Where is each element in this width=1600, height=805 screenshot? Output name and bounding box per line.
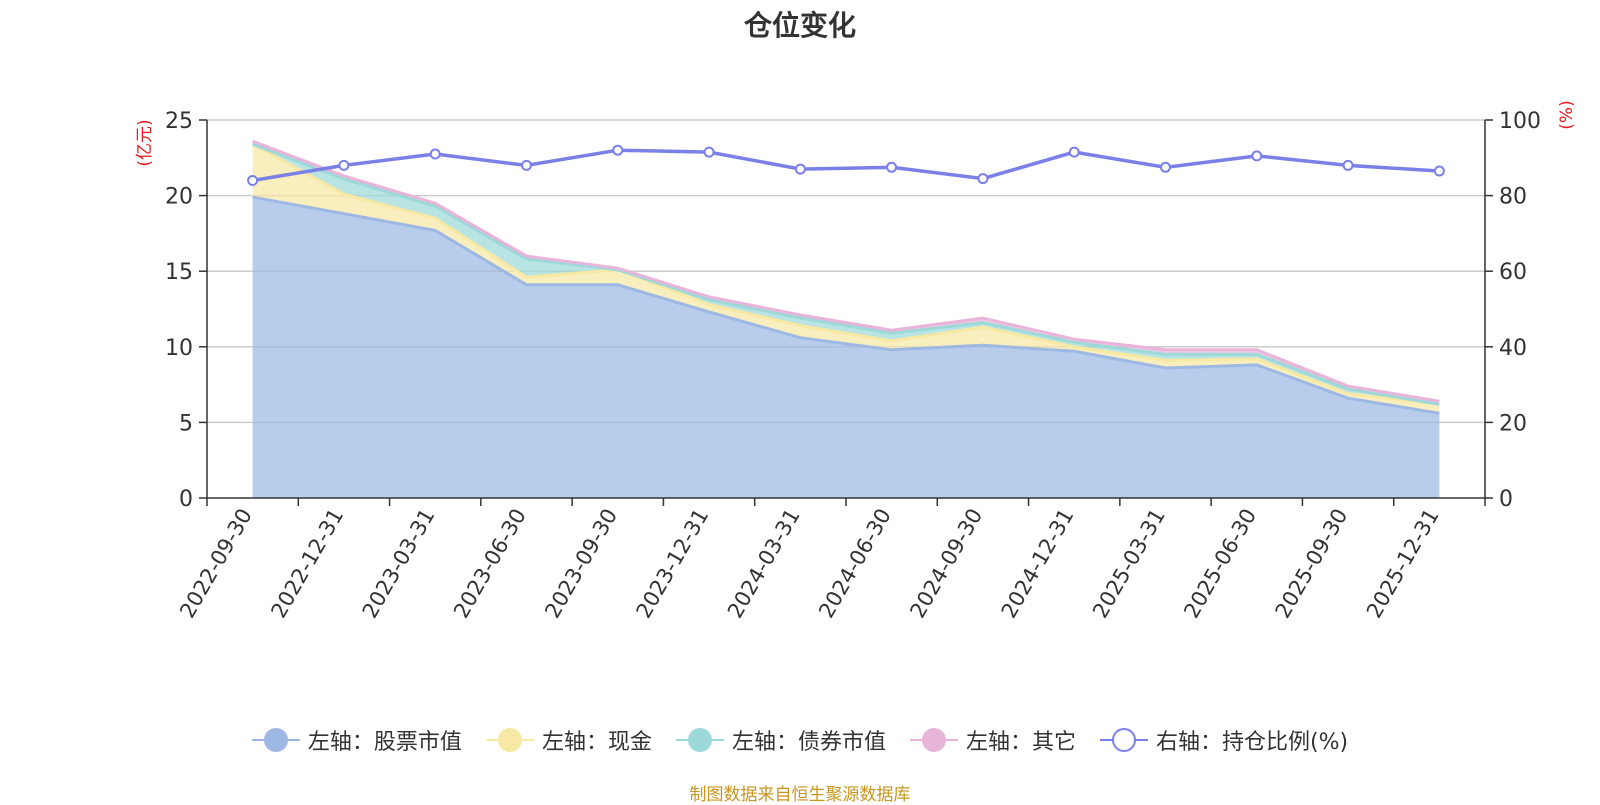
x-axis-tick-label: 2023-09-30	[540, 505, 622, 623]
left-axis-tick-label: 25	[165, 109, 193, 134]
area-line-series-1	[251, 142, 1440, 406]
right-axis-label: (%)	[1557, 100, 1577, 129]
area-line-series-0	[252, 195, 1440, 415]
legend-marker-icon	[485, 727, 534, 753]
ratio-point	[1251, 150, 1263, 162]
x-axis-tick-label: 2025-06-30	[1179, 505, 1261, 623]
x-axis-tick-label: 2024-06-30	[814, 504, 896, 622]
area-series-0	[252, 197, 1440, 498]
ratio-point	[1433, 165, 1445, 177]
legend-item-stock[interactable]: 左轴：股票市值	[251, 724, 462, 756]
chart-title: 仓位变化	[743, 9, 856, 42]
left-axis-label: (亿元)	[135, 119, 155, 166]
ratio-point	[886, 161, 898, 173]
legend-marker-icon	[909, 727, 958, 753]
legend-label: 右轴：持仓比例(%)	[1155, 730, 1349, 755]
ratio-point	[338, 159, 350, 171]
ratio-point	[247, 175, 259, 186]
ratio-point	[1068, 146, 1080, 158]
x-axis-tick-label: 2025-09-30	[1271, 505, 1353, 623]
x-axis-tick-label: 2022-09-30	[175, 504, 257, 622]
legend-label: 左轴：现金	[541, 730, 652, 755]
ratio-point	[429, 148, 441, 160]
right-axis-tick-label: 20	[1499, 411, 1527, 436]
x-axis-tick-label: 2024-03-31	[723, 505, 805, 623]
ratio-point	[1160, 161, 1171, 173]
ratio-point	[521, 159, 532, 171]
stacked-areas	[252, 141, 1440, 498]
x-axis-tick-label: 2023-03-31	[358, 504, 440, 622]
area-series-1	[252, 144, 1440, 414]
legend-marker-icon	[675, 727, 724, 753]
legend-label: 左轴：股票市值	[307, 730, 462, 755]
legend-marker-icon	[251, 727, 300, 753]
left-axis-tick-label: 20	[165, 185, 193, 210]
data-source-note: 制图数据来自恒生聚源数据库	[689, 785, 911, 805]
left-axis-tick-label: 0	[179, 487, 193, 512]
ratio-point	[703, 146, 715, 158]
legend-item-cash[interactable]: 左轴：现金	[485, 724, 652, 756]
legend-item-other[interactable]: 左轴：其它	[909, 724, 1076, 756]
x-axis-tick-label: 2022-12-31	[266, 504, 348, 622]
legend-item-bond[interactable]: 左轴：债券市值	[675, 724, 886, 756]
x-axis-tick-label: 2024-12-31	[997, 504, 1079, 622]
legend-marker-icon	[1099, 727, 1148, 753]
ratio-point	[1342, 159, 1354, 171]
series-lines	[251, 139, 1440, 415]
x-axis-tick-label: 2023-06-30	[449, 505, 531, 623]
right-axis-tick-label: 0	[1499, 487, 1513, 512]
ratio-point	[977, 173, 989, 185]
ratio-line	[252, 148, 1440, 183]
left-axis-tick-label: 5	[179, 411, 193, 436]
area-line-series-3	[252, 139, 1440, 403]
right-axis-tick-label: 80	[1499, 185, 1527, 210]
left-axis-tick-label: 10	[165, 336, 193, 361]
legend-label: 左轴：债券市值	[731, 730, 886, 755]
legend: 左轴：股票市值 左轴：现金 左轴：债券市值 左轴：其它 右轴：持仓比例(%)	[0, 720, 1600, 760]
legend-label: 左轴：其它	[965, 730, 1076, 755]
x-axis-tick-label: 2024-09-30	[905, 504, 987, 622]
left-axis-tick-label: 15	[165, 260, 193, 285]
area-line-series-2	[252, 142, 1440, 406]
x-axis-tick-label: 2025-12-31	[1362, 505, 1444, 623]
ratio-markers	[247, 144, 1445, 186]
legend-item-ratio[interactable]: 右轴：持仓比例(%)	[1099, 724, 1349, 756]
x-axis-tick-label: 2023-12-31	[632, 505, 714, 623]
ratio-point	[794, 163, 806, 175]
x-axis-tick-label: 2025-03-31	[1088, 505, 1170, 623]
ratio-point	[612, 144, 624, 156]
right-axis-tick-label: 40	[1499, 336, 1527, 361]
right-axis-tick-label: 100	[1499, 109, 1541, 134]
right-axis-tick-label: 60	[1499, 260, 1527, 285]
